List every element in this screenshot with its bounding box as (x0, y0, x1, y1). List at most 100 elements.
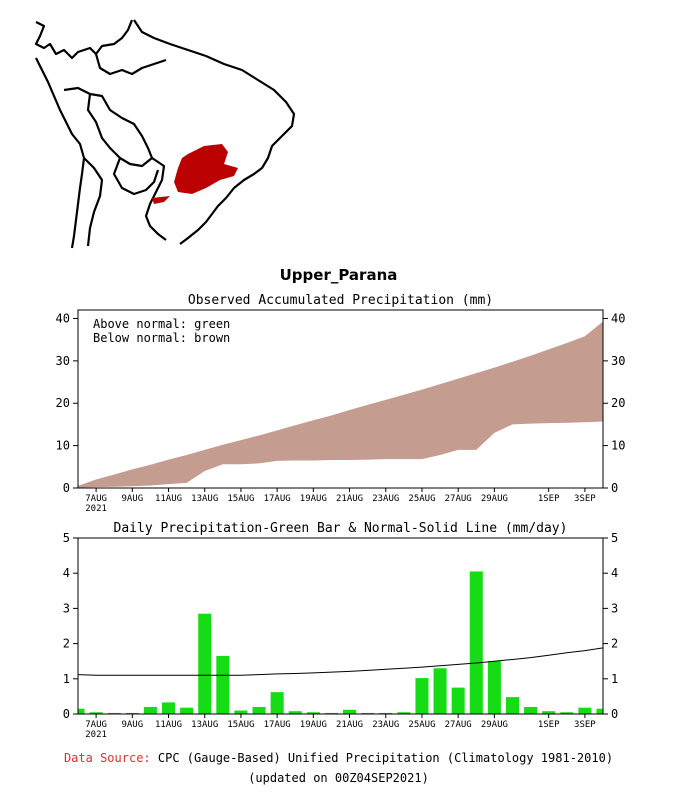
x-tick-label: 11AUG (155, 494, 182, 504)
y-tick-label-right: 10 (611, 439, 625, 453)
daily-bar (324, 712, 338, 714)
x-tick-label: 23AUG (372, 720, 399, 730)
x-tick-label: 19AUG (300, 720, 327, 730)
x-tick-label: 17AUG (264, 720, 291, 730)
daily-bar (361, 712, 375, 714)
coastline-east (133, 19, 296, 245)
x-tick-label: 27AUG (445, 494, 472, 504)
legend-text: Above normal: green (93, 317, 230, 331)
plot-frame (77, 537, 604, 715)
daily-bar (288, 711, 302, 714)
plot-frame (77, 309, 604, 489)
daily-bar (306, 712, 320, 714)
daily-bar (397, 712, 411, 714)
y-tick-label-right: 3 (611, 601, 618, 615)
daily-bar (469, 571, 483, 714)
border-argentina (83, 157, 104, 247)
y-tick-label-right: 5 (611, 531, 618, 545)
x-tick-label: 3SEP (574, 494, 596, 504)
data-source-label: Data Source: (63, 751, 151, 765)
daily-bar (216, 655, 230, 714)
y-tick-label-right: 1 (611, 672, 618, 686)
x-tick-label: 17AUG (264, 494, 291, 504)
border-amazon-north (94, 53, 167, 76)
daily-bar (125, 712, 139, 714)
x-tick-label: 25AUG (408, 720, 435, 730)
x-tick-label: 29AUG (481, 720, 508, 730)
updated-line: (updated on 00Z04SEP2021) (248, 771, 429, 785)
y-tick-label-left: 1 (63, 672, 70, 686)
daily-bar (89, 712, 103, 714)
normal-line (77, 647, 604, 676)
y-tick-label-right: 0 (611, 481, 618, 495)
daily-bar (451, 687, 465, 714)
x-tick-label: 1SEP (538, 494, 560, 504)
daily-bar (379, 712, 393, 714)
y-tick-label-left: 20 (56, 396, 70, 410)
x-tick-label: 21AUG (336, 720, 363, 730)
daily-bar (270, 692, 284, 714)
x-tick-label: 15AUG (227, 720, 254, 730)
daily-bar (524, 706, 538, 714)
x-tick-label: 1SEP (538, 720, 560, 730)
data-source-text: CPC (Gauge-Based) Unified Precipitation … (157, 751, 614, 765)
y-tick-label-left: 30 (56, 354, 70, 368)
daily-bar (578, 707, 592, 714)
coastline-west (35, 57, 86, 249)
x-tick-label: 15AUG (227, 494, 254, 504)
x-tick-label: 29AUG (481, 494, 508, 504)
y-tick-label-right: 30 (611, 354, 625, 368)
chart-title: Observed Accumulated Precipitation (mm) (188, 293, 493, 308)
x-tick-label: 25AUG (408, 494, 435, 504)
daily-bar (560, 712, 574, 714)
y-tick-label-left: 0 (63, 707, 70, 721)
x-tick-label: 7AUG (85, 494, 107, 504)
daily-bar (107, 712, 121, 714)
x-year-label: 2021 (85, 504, 107, 514)
below-normal-area (78, 321, 603, 488)
daily-bar (542, 711, 556, 714)
daily-precip-chart: Daily Precipitation-Green Bar & Normal-S… (63, 521, 618, 740)
y-tick-label-left: 5 (63, 531, 70, 545)
y-tick-label-left: 40 (56, 311, 70, 325)
x-tick-label: 27AUG (445, 720, 472, 730)
chart-title: Daily Precipitation-Green Bar & Normal-S… (114, 521, 568, 536)
x-tick-label: 9AUG (121, 494, 143, 504)
daily-bar (234, 710, 248, 714)
legend-text: Below normal: brown (93, 331, 230, 345)
region-title: Upper_Parana (279, 266, 398, 284)
y-tick-label-right: 4 (611, 566, 618, 580)
x-tick-label: 7AUG (85, 720, 107, 730)
border-paraguay (112, 157, 160, 196)
daily-bar (596, 708, 603, 714)
border-bolivia (86, 93, 153, 168)
daily-bar (78, 708, 85, 714)
x-tick-label: 3SEP (574, 720, 596, 730)
y-tick-label-left: 2 (63, 637, 70, 651)
x-tick-label: 13AUG (191, 720, 218, 730)
y-tick-label-left: 3 (63, 601, 70, 615)
border-brazil-west (63, 86, 154, 159)
y-tick-label-right: 20 (611, 396, 625, 410)
daily-bar (143, 706, 157, 714)
x-year-label: 2021 (85, 730, 107, 740)
data-source-line: Data Source: CPC (Gauge-Based) Unified P… (0, 751, 677, 765)
y-tick-label-right: 40 (611, 311, 625, 325)
daily-bar (487, 661, 501, 714)
x-tick-label: 21AUG (336, 494, 363, 504)
daily-bar (505, 697, 519, 714)
coastline-north (34, 19, 134, 60)
border-brazil-south (144, 157, 167, 241)
upper-parana-region (174, 144, 238, 194)
x-tick-label: 9AUG (121, 720, 143, 730)
daily-bar (198, 613, 212, 714)
y-tick-label-right: 2 (611, 637, 618, 651)
x-tick-label: 19AUG (300, 494, 327, 504)
y-tick-label-left: 0 (63, 481, 70, 495)
accumulated-precip-chart: Observed Accumulated Precipitation (mm) 0… (56, 293, 626, 514)
daily-bar (180, 707, 194, 714)
locator-map (34, 19, 296, 249)
daily-bar (415, 678, 429, 714)
x-tick-label: 23AUG (372, 494, 399, 504)
y-tick-label-right: 0 (611, 707, 618, 721)
